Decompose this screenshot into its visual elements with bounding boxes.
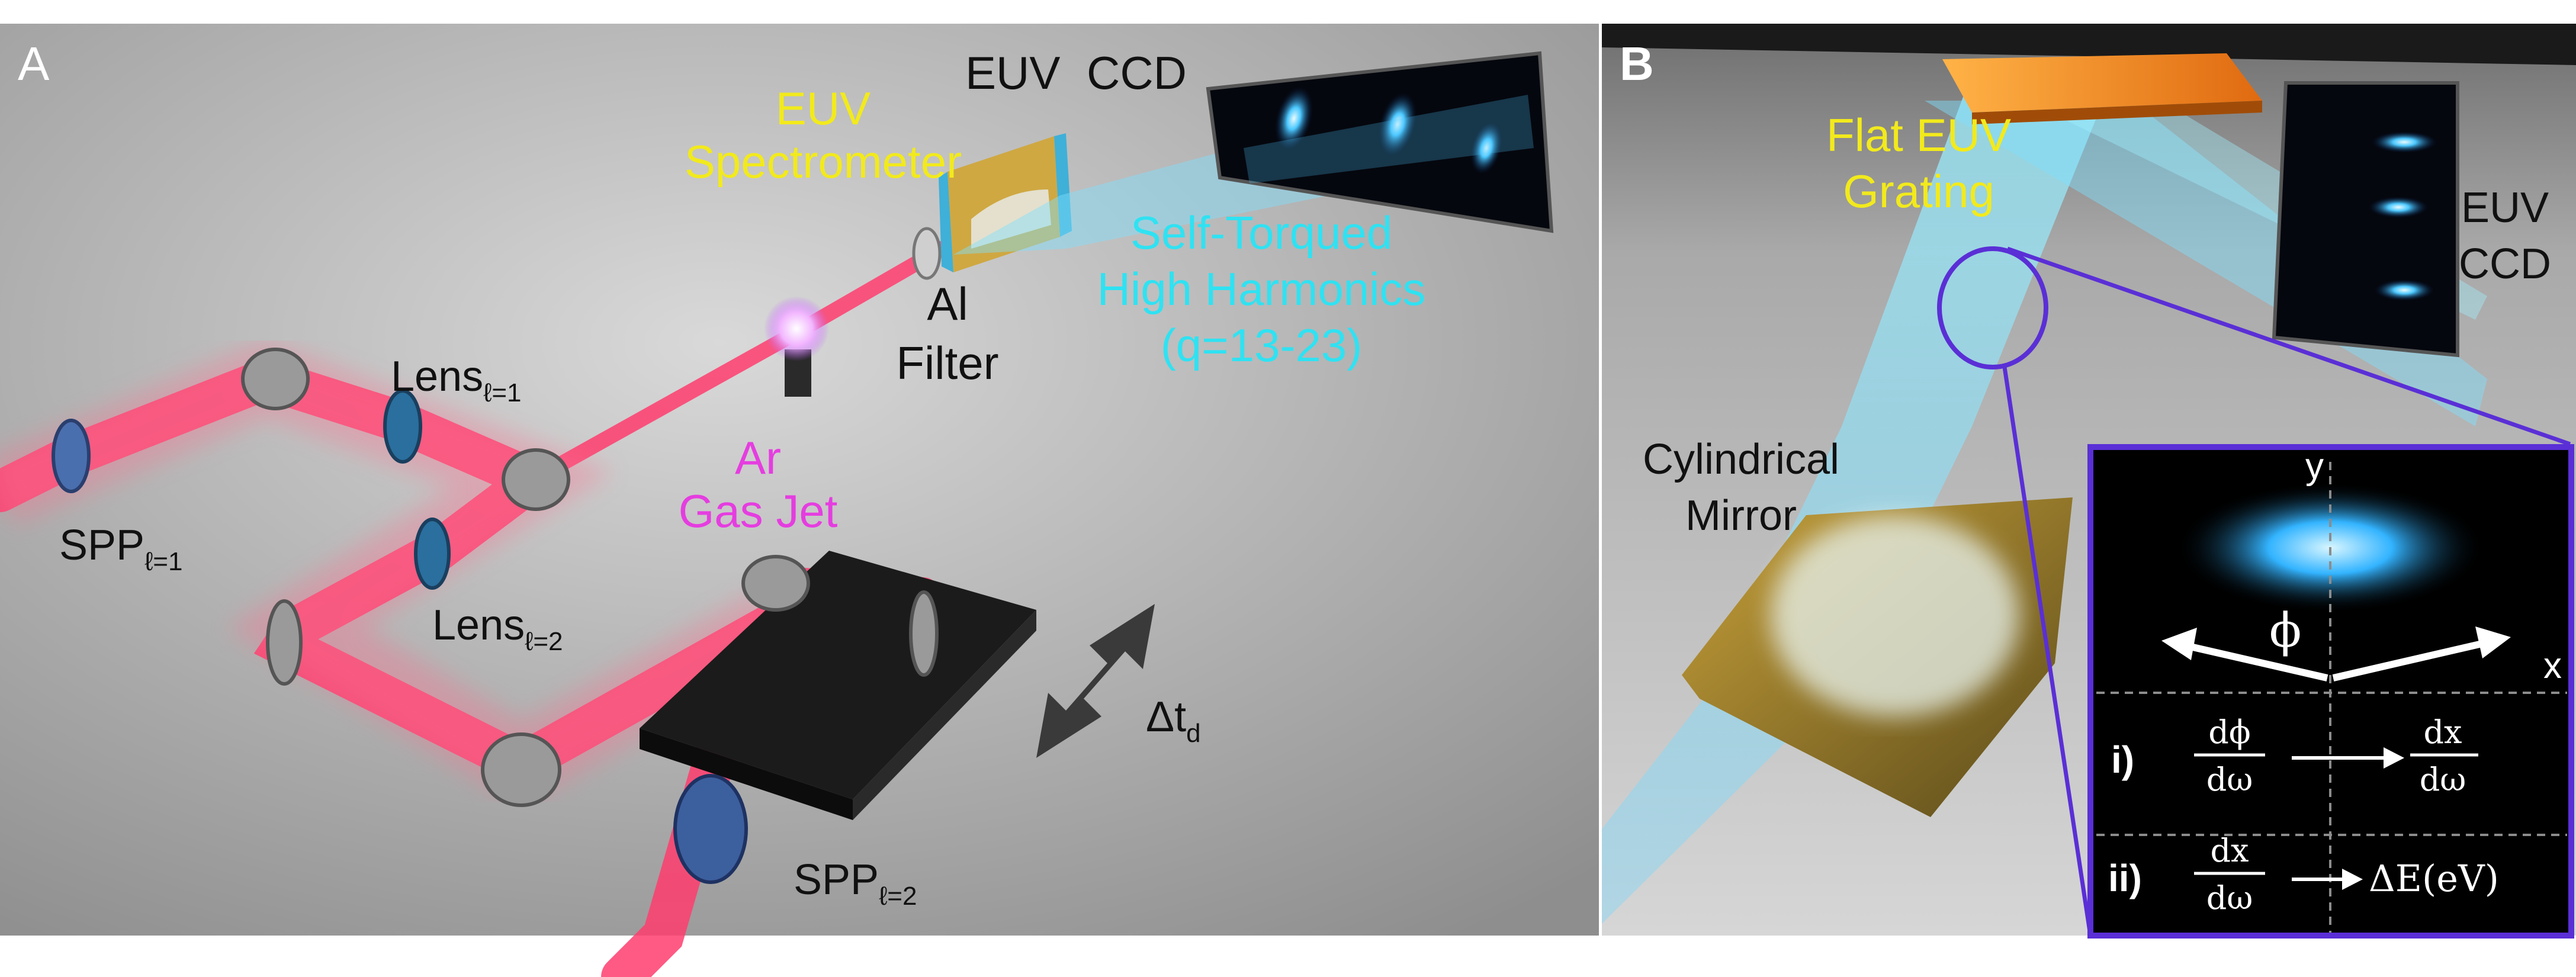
panel-b: y x ϕ i) dϕ dω dx dω ii) dx dω ΔE xyxy=(1602,24,2576,939)
ccd-label-b-line2: CCD xyxy=(2459,240,2551,288)
spectrometer-label-line2: Spectrometer xyxy=(685,136,962,188)
ccd-screen-a xyxy=(1206,51,1554,233)
self-torqued-label-line3: (q=13-23) xyxy=(1161,319,1362,371)
mirror-6 xyxy=(909,590,939,677)
phi-arrows-icon xyxy=(2161,626,2511,682)
lens-l2-label: Lensℓ=2 xyxy=(432,602,563,656)
spp-l2-label: SPPℓ=2 xyxy=(794,856,917,911)
row2-left-numerator: dx xyxy=(2210,832,2249,869)
inset-axis-y-label: y xyxy=(2305,446,2324,487)
mirror-2 xyxy=(502,448,570,511)
labels-b: B Flat EUV Grating EUV CCD Cylindrical M… xyxy=(1620,37,2551,539)
grating-label-line1: Flat EUV xyxy=(1826,109,2011,161)
mirror-4 xyxy=(481,732,561,807)
delay-stage[interactable] xyxy=(640,551,1036,820)
labels-a: A EUV Spectrometer EUV CCD Self-Torqued … xyxy=(18,37,1425,911)
row1-arrow-icon xyxy=(2292,747,2404,769)
ccd-label-a: CCD xyxy=(1087,47,1187,99)
euv-label-a: EUV xyxy=(965,47,1060,99)
mirror-label-line1: Cylindrical xyxy=(1643,436,1839,483)
spectrometer-label-line1: EUV xyxy=(776,82,871,134)
al-filter-icon xyxy=(912,227,942,280)
lens-l1-label: Lensℓ=1 xyxy=(391,353,522,407)
inset-axis-x-label: x xyxy=(2543,645,2562,686)
gas-jet-label-line2: Gas Jet xyxy=(679,485,838,537)
gas-jet-label-line1: Ar xyxy=(735,432,781,484)
spp-l1-label: SPPℓ=1 xyxy=(59,522,182,576)
delay-label: Δtd xyxy=(1146,693,1201,748)
panel-letter-a: A xyxy=(18,37,50,90)
ccd-label-b-line1: EUV xyxy=(2461,184,2549,232)
row2-arrow-icon xyxy=(2292,869,2363,890)
row1-right-denominator: dω xyxy=(2420,761,2466,798)
row2-label: ii) xyxy=(2108,857,2142,899)
mirror-3 xyxy=(266,599,303,686)
euv-spectrometer-box xyxy=(939,133,1072,272)
grating-label-line2: Grating xyxy=(1843,165,1994,217)
row1-label: i) xyxy=(2111,738,2134,781)
inset-panel: y x ϕ i) dϕ dω dx dω ii) dx dω ΔE xyxy=(2087,444,2574,939)
spp-l2-icon xyxy=(673,774,748,884)
inset-angle-label: ϕ xyxy=(2269,603,2302,658)
row2-left-denominator: dω xyxy=(2206,879,2253,917)
self-torqued-label-line2: High Harmonics xyxy=(1097,263,1426,315)
delay-arrow-icon xyxy=(1036,604,1155,758)
panel-a: A EUV Spectrometer EUV CCD Self-Torqued … xyxy=(0,24,1599,977)
zoom-line-top xyxy=(2006,246,2571,446)
panel-letter-b: B xyxy=(1620,37,1654,90)
mirror-1 xyxy=(241,348,310,410)
flat-euv-grating xyxy=(1942,53,2262,124)
al-filter-label-line2: Filter xyxy=(896,337,998,389)
row1-right-numerator: dx xyxy=(2423,714,2462,751)
self-torqued-label-line1: Self-Torqued xyxy=(1130,207,1392,259)
spp-l1-icon xyxy=(52,419,91,493)
row2-right-value: ΔE(eV) xyxy=(2369,857,2499,900)
ccd-screen-b xyxy=(2272,81,2459,358)
beam-cross-section-marker xyxy=(1937,246,2048,369)
lens-l2-icon xyxy=(414,518,451,590)
gas-jet-nozzle-icon xyxy=(764,296,829,397)
cylindrical-mirror xyxy=(1682,497,2073,817)
lens-l1-icon xyxy=(383,389,422,464)
mirror-5 xyxy=(741,555,810,612)
zoom-line-bottom xyxy=(2002,367,2093,936)
al-filter-label-line1: Al xyxy=(927,278,968,330)
row1-left-numerator: dϕ xyxy=(2208,714,2250,751)
mirror-label-line2: Mirror xyxy=(1685,492,1797,539)
row1-left-denominator: dω xyxy=(2206,761,2253,798)
